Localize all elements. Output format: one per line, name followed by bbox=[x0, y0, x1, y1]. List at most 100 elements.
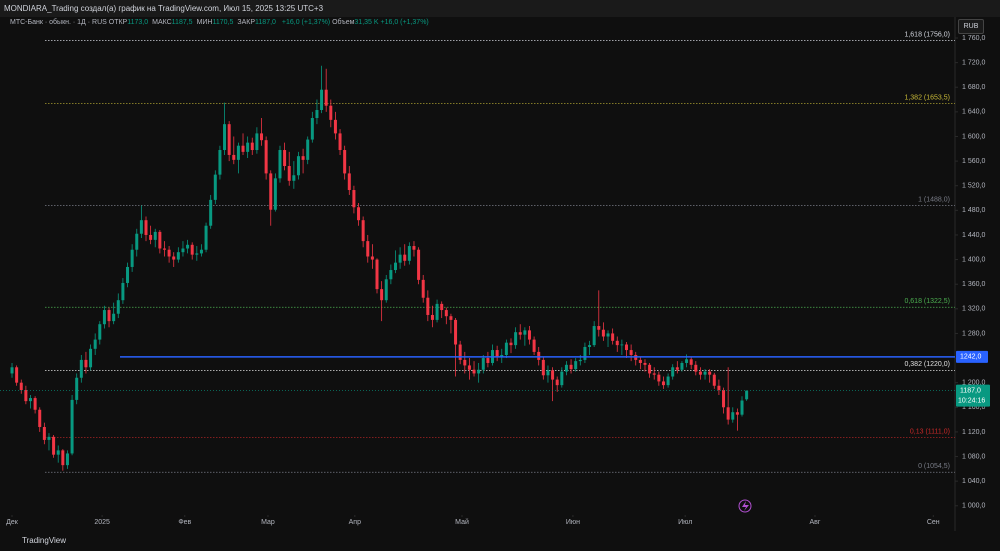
candle-body bbox=[657, 374, 661, 382]
candle-body bbox=[671, 367, 675, 377]
candle-body bbox=[514, 332, 518, 346]
candle-body bbox=[241, 145, 245, 152]
candle-body bbox=[620, 344, 624, 346]
candle-body bbox=[380, 289, 384, 301]
candle-body bbox=[287, 166, 291, 181]
candle-body bbox=[352, 190, 356, 208]
candle-body bbox=[509, 342, 513, 346]
candle-body bbox=[726, 407, 730, 420]
candle-body bbox=[186, 244, 190, 249]
candle-body bbox=[324, 89, 328, 106]
candle-body bbox=[384, 279, 388, 301]
candle-body bbox=[149, 234, 153, 240]
candle-body bbox=[597, 326, 601, 330]
ohlc-value: 1170,5 bbox=[212, 19, 234, 26]
candle-body bbox=[717, 385, 721, 391]
candle-body bbox=[172, 256, 176, 260]
candle-body bbox=[112, 313, 116, 322]
candle-body bbox=[666, 376, 670, 386]
ohlc-label: МИН bbox=[196, 19, 213, 26]
candle-body bbox=[698, 371, 702, 375]
candle-body bbox=[296, 156, 300, 176]
fib-label: 0,618 (1322,5) bbox=[904, 298, 950, 305]
candle-body bbox=[218, 150, 222, 175]
candle-body bbox=[84, 359, 88, 368]
candle-body bbox=[675, 367, 679, 370]
candle-body bbox=[357, 207, 361, 221]
candle-body bbox=[102, 310, 106, 325]
candle-body bbox=[15, 367, 19, 383]
horizontal-line-tag bbox=[956, 350, 988, 363]
candle-body bbox=[98, 324, 102, 340]
y-tick-label: 1 480,0 bbox=[962, 207, 985, 214]
last-price-tag bbox=[956, 384, 990, 407]
candle-body bbox=[708, 371, 712, 375]
candle-body bbox=[643, 362, 647, 365]
candle-body bbox=[426, 297, 430, 315]
candle-body bbox=[366, 241, 370, 257]
ohlc-label: ЗАКР bbox=[237, 19, 256, 26]
currency-button[interactable]: RUB bbox=[958, 19, 984, 34]
candle-body bbox=[689, 359, 693, 365]
candle-body bbox=[393, 262, 397, 271]
candle-body bbox=[264, 140, 268, 174]
candle-body bbox=[449, 316, 453, 320]
candle-body bbox=[601, 329, 605, 337]
candle-body bbox=[329, 105, 333, 120]
y-tick-label: 1 360,0 bbox=[962, 281, 985, 288]
candle-body bbox=[661, 381, 665, 386]
candle-body bbox=[306, 139, 310, 160]
x-tick-label: Фев bbox=[178, 519, 191, 526]
y-tick-label: 1 280,0 bbox=[962, 330, 985, 337]
horizontal-line-label: 1242,0 bbox=[960, 354, 982, 361]
candle-body bbox=[518, 332, 522, 335]
candle-body bbox=[260, 133, 264, 141]
y-tick-label: 1 600,0 bbox=[962, 133, 985, 140]
candle-body bbox=[301, 156, 305, 160]
candle-body bbox=[162, 248, 166, 250]
candle-body bbox=[130, 249, 134, 267]
y-tick-label: 1 080,0 bbox=[962, 453, 985, 460]
candle-body bbox=[28, 398, 32, 402]
candle-body bbox=[569, 364, 573, 370]
candle-body bbox=[93, 339, 97, 349]
candle-body bbox=[389, 270, 393, 280]
x-tick-label: Мар bbox=[261, 519, 275, 526]
candle-body bbox=[735, 412, 739, 415]
candle-body bbox=[504, 342, 508, 355]
y-tick-label: 1 320,0 bbox=[962, 306, 985, 313]
candle-body bbox=[144, 220, 148, 235]
candle-body bbox=[435, 303, 439, 320]
candle-body bbox=[564, 364, 568, 372]
ohlc-label: МАКС bbox=[152, 19, 172, 26]
candle-body bbox=[333, 119, 337, 134]
volume: 31,35 K bbox=[354, 19, 379, 26]
candle-body bbox=[195, 253, 199, 255]
candle-body bbox=[347, 173, 351, 191]
symbol-legend: МТС-Банк · обыкн. · 1Д · RUS ОТКР1173,0 М… bbox=[10, 19, 429, 26]
candle-body bbox=[33, 398, 37, 410]
candle-body bbox=[495, 350, 499, 357]
candle-body bbox=[578, 359, 582, 362]
candle-body bbox=[685, 359, 689, 363]
event-icon[interactable] bbox=[738, 499, 752, 513]
y-tick-label: 1 440,0 bbox=[962, 232, 985, 239]
candle-body bbox=[107, 310, 111, 322]
fib-label: 0 (1054,5) bbox=[918, 463, 950, 470]
y-tick-label: 1 520,0 bbox=[962, 183, 985, 190]
candle-body bbox=[652, 373, 656, 375]
volume-label: Объем bbox=[332, 19, 355, 26]
candle-body bbox=[606, 333, 610, 337]
candle-body bbox=[61, 450, 65, 466]
candle-body bbox=[70, 399, 74, 454]
candle-body bbox=[42, 426, 46, 440]
candle-body bbox=[167, 249, 171, 257]
candle-body bbox=[648, 364, 652, 374]
candle-body bbox=[227, 124, 231, 155]
candle-body bbox=[523, 330, 527, 335]
change: +16,0 (+1,37%) bbox=[281, 19, 331, 26]
candle-body bbox=[204, 225, 208, 250]
last-price-label: 1187,0 bbox=[960, 388, 981, 395]
candle-body bbox=[412, 246, 416, 250]
